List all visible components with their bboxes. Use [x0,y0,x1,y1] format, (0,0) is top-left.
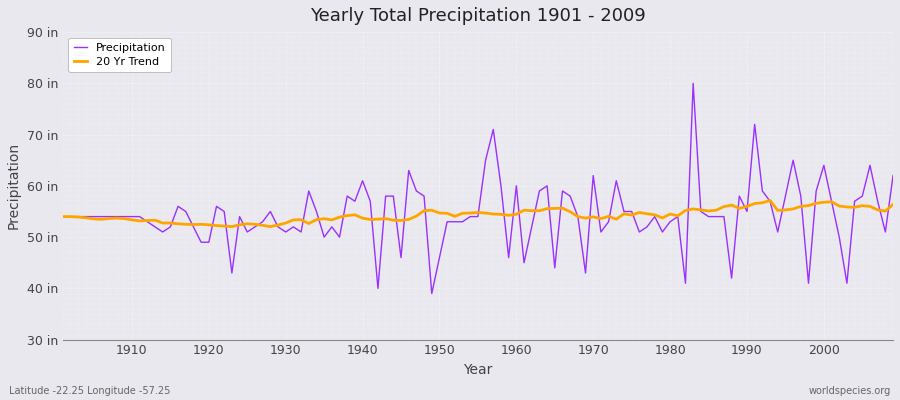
Text: Latitude -22.25 Longitude -57.25: Latitude -22.25 Longitude -57.25 [9,386,170,396]
20 Yr Trend [611,217,622,222]
Precipitation [427,291,437,296]
Precipitation [511,184,522,188]
Precipitation [518,260,529,265]
Precipitation [119,214,130,219]
Precipitation [887,173,898,178]
20 Yr Trend [518,208,529,212]
Text: worldspecies.org: worldspecies.org [809,386,891,396]
Precipitation [58,214,68,219]
20 Yr Trend [511,212,522,217]
Precipitation [611,178,622,183]
20 Yr Trend [765,198,776,203]
Y-axis label: Precipitation: Precipitation [7,142,21,230]
Precipitation [288,224,299,229]
Precipitation [688,81,698,86]
Precipitation [334,235,345,240]
Line: Precipitation: Precipitation [63,83,893,294]
20 Yr Trend [296,217,307,222]
20 Yr Trend [119,216,130,221]
20 Yr Trend [58,214,68,219]
20 Yr Trend [342,213,353,218]
X-axis label: Year: Year [464,363,492,377]
Title: Yearly Total Precipitation 1901 - 2009: Yearly Total Precipitation 1901 - 2009 [310,7,646,25]
20 Yr Trend [887,202,898,207]
20 Yr Trend [227,224,238,229]
Legend: Precipitation, 20 Yr Trend: Precipitation, 20 Yr Trend [68,38,171,72]
Line: 20 Yr Trend: 20 Yr Trend [63,200,893,227]
